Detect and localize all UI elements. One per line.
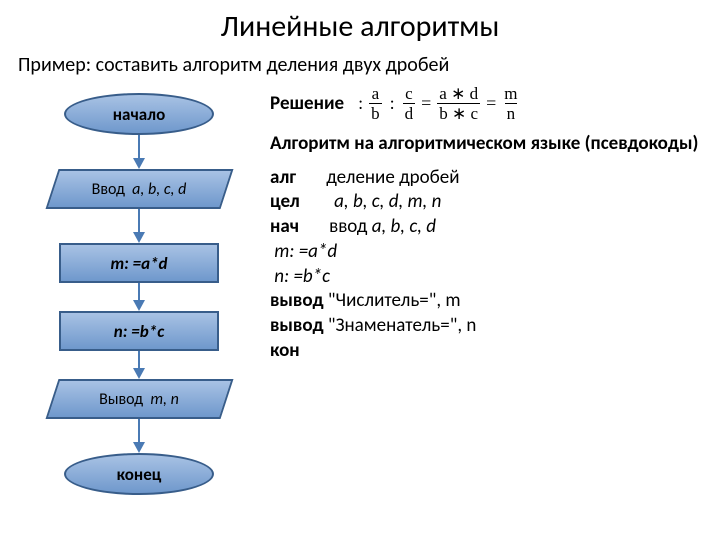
- arrow-icon: [132, 351, 146, 379]
- node-input: Ввод a, b, c, d: [52, 169, 227, 209]
- formula: : a b : c d = a ∗ d b ∗ c = m n: [358, 85, 519, 122]
- pseudocode: алг деление дробей цел a, b, c, d, m, n …: [270, 166, 706, 364]
- arrow-icon: [132, 209, 146, 243]
- pseudo-line-7: вывод "Знаменатель=", n: [270, 314, 706, 339]
- right-panel: Решение : a b : c d = a ∗ d b ∗ c =: [264, 85, 706, 495]
- algo-heading: Алгоритм на алгоритмическом языке (псевд…: [270, 132, 706, 156]
- arrow-icon: [132, 283, 146, 311]
- io-output-text: Вывод m, n: [99, 390, 179, 409]
- pseudo-line-4: m: =a*d: [270, 240, 706, 265]
- solution-row: Решение : a b : c d = a ∗ d b ∗ c =: [270, 85, 706, 122]
- pseudo-line-1: алг деление дробей: [270, 166, 706, 191]
- node-start: начало: [64, 93, 214, 135]
- arrow-icon: [132, 135, 146, 169]
- formula-op: :: [358, 93, 363, 114]
- pseudo-line-6: вывод "Числитель=", m: [270, 289, 706, 314]
- fraction-2: c d: [403, 85, 416, 122]
- formula-op: :: [390, 93, 395, 114]
- solution-label: Решение: [270, 92, 344, 115]
- pseudo-line-8: кон: [270, 339, 706, 364]
- pseudo-line-2: цел a, b, c, d, m, n: [270, 190, 706, 215]
- flowchart: начало Ввод a, b, c, d m: =a*d n: =b*c В…: [14, 85, 264, 495]
- node-end: конец: [64, 453, 214, 495]
- io-input-text: Ввод a, b, c, d: [92, 180, 187, 199]
- fraction-1: a b: [369, 85, 382, 122]
- node-process-1: m: =a*d: [59, 243, 219, 283]
- formula-eq: =: [486, 93, 496, 114]
- node-output: Вывод m, n: [52, 379, 227, 419]
- fraction-4: m n: [502, 85, 519, 122]
- page-title: Линейные алгоритмы: [0, 0, 720, 45]
- terminator-end: конец: [64, 453, 214, 495]
- arrow-icon: [132, 419, 146, 453]
- formula-eq: =: [421, 93, 431, 114]
- pseudo-line-5: n: =b*c: [270, 265, 706, 290]
- pseudo-line-3: нач ввод a, b, c, d: [270, 215, 706, 240]
- fraction-3: a ∗ d b ∗ c: [437, 85, 480, 122]
- content-row: начало Ввод a, b, c, d m: =a*d n: =b*c В…: [0, 81, 720, 495]
- example-subtitle: Пример: составить алгоритм деления двух …: [0, 45, 720, 81]
- terminator-start: начало: [64, 93, 214, 135]
- node-process-2: n: =b*c: [59, 311, 219, 351]
